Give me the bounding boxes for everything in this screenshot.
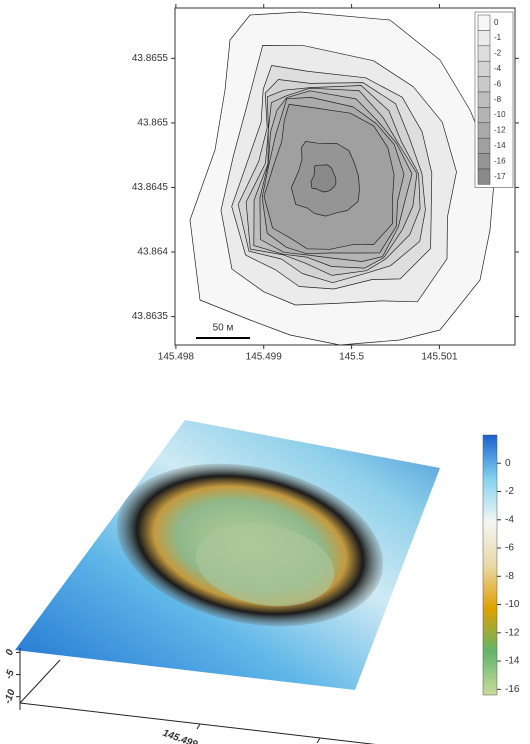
colorbar-tick-label: -10	[505, 599, 520, 610]
colorbar-tick-label: -8	[505, 571, 514, 582]
colorbar-tick-label: -6	[505, 543, 514, 554]
z-tick-label: 0	[4, 648, 16, 657]
legend-swatch	[478, 169, 490, 184]
scale-bar-label: 50 м	[213, 323, 234, 334]
x-tick-label: 145.498	[158, 352, 195, 363]
y-tick-label: 43.8645	[132, 182, 169, 193]
z-tick-label: -10	[2, 688, 17, 706]
colorbar	[483, 435, 497, 695]
legend-label: -8	[494, 95, 502, 104]
y-axis	[20, 660, 60, 703]
colorbar-tick-label: 0	[505, 458, 511, 469]
x-tick-label: 145.501	[421, 352, 458, 363]
colorbar-tick-label: -16	[505, 684, 520, 695]
colorbar-tick-label: -2	[505, 486, 514, 497]
legend-swatch	[478, 30, 490, 45]
x-axis	[20, 703, 380, 744]
legend-swatch	[478, 107, 490, 122]
x-tick	[197, 724, 200, 729]
legend-label: -4	[494, 64, 502, 73]
figure: 145.498 145.499 145.5 145.501 43.8635 43.864 4…	[0, 0, 530, 744]
legend-label: -14	[494, 141, 506, 150]
colorbar-tick-label: -12	[505, 627, 520, 638]
legend-label: -17	[494, 172, 506, 181]
legend-label: -12	[494, 126, 506, 135]
legend-swatch	[478, 61, 490, 76]
contour-panel: 145.498 145.499 145.5 145.501 43.8635 43.864 4…	[132, 4, 519, 363]
legend-swatch	[478, 154, 490, 169]
legend-label: -10	[494, 110, 506, 119]
legend-swatch	[478, 123, 490, 138]
z-tick-label: -5	[3, 668, 17, 681]
x-tick-label: 145.499	[161, 728, 199, 744]
colorbar-tick-label: -4	[505, 514, 514, 525]
y-tick-label: 43.8655	[132, 53, 169, 64]
page: {"chart_data": [ {"type": "contour", "xl…	[0, 0, 530, 744]
y-tick-label: 43.864	[137, 247, 168, 258]
legend-swatch	[478, 77, 490, 92]
legend-swatch	[478, 92, 490, 107]
y-tick-label: 43.8635	[132, 311, 169, 322]
legend-swatch	[478, 46, 490, 61]
y-tick-label: 43.865	[137, 118, 168, 129]
x-tick	[317, 738, 320, 743]
legend-label: 0	[494, 18, 499, 27]
legend-label: -16	[494, 156, 506, 165]
legend-swatch	[478, 15, 490, 30]
legend-label: -1	[494, 33, 502, 42]
contour-region	[311, 165, 336, 192]
colorbar-tick-label: -14	[505, 656, 520, 667]
legend-label: -2	[494, 49, 502, 58]
x-tick-label: 145.499	[246, 352, 283, 363]
legend-label: -6	[494, 79, 502, 88]
legend-swatch	[478, 138, 490, 153]
x-tick-label: 145.5	[339, 352, 364, 363]
